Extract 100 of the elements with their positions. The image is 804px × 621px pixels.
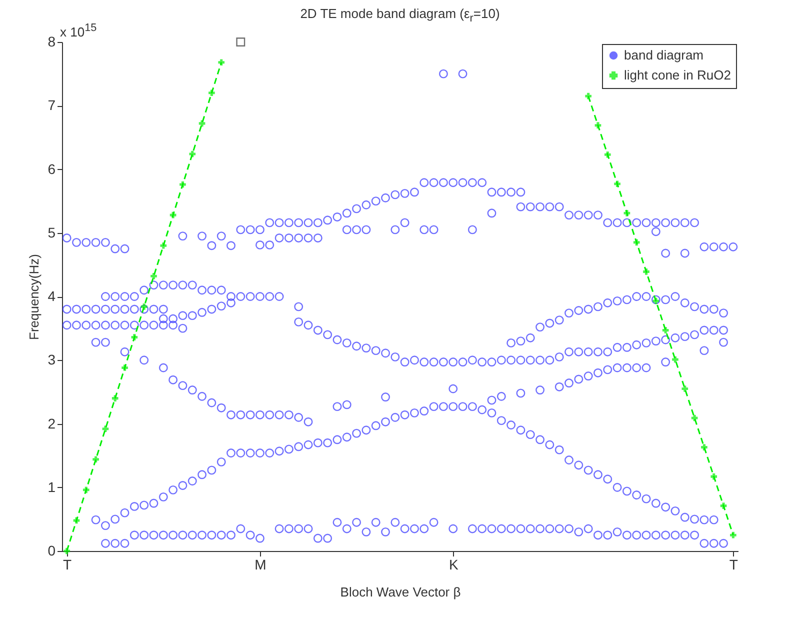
point (131, 334, 138, 340)
point (651, 295, 660, 304)
point (554, 382, 564, 392)
point (168, 375, 178, 384)
point (236, 38, 246, 46)
point (438, 69, 448, 78)
legend-label: light cone in RuO2 (624, 68, 731, 82)
y-tick-label: 8 (48, 34, 56, 50)
x-axis-title: Bloch Wave Vector β (340, 584, 461, 600)
point (691, 414, 698, 422)
point (180, 181, 186, 188)
point (178, 381, 188, 390)
chart-title: 2D TE mode band diagram (ε$_{r}$=10) (300, 6, 500, 25)
x-tick-label: T (63, 556, 72, 572)
point (150, 272, 157, 280)
point (536, 386, 544, 394)
point (188, 386, 197, 394)
point (545, 318, 554, 328)
point (642, 363, 651, 372)
point (294, 317, 304, 326)
point (682, 386, 688, 392)
point (207, 398, 216, 408)
point (226, 241, 236, 250)
point (140, 320, 149, 330)
point (226, 410, 236, 420)
point (661, 248, 670, 258)
point (700, 304, 709, 314)
point (216, 403, 226, 412)
point (110, 292, 120, 301)
point (226, 292, 236, 301)
point (218, 59, 225, 66)
point (178, 324, 188, 333)
point (516, 336, 526, 346)
point (149, 320, 158, 330)
point (198, 120, 206, 127)
y-tick-label: 6 (48, 160, 56, 177)
point (100, 338, 110, 347)
point (207, 286, 216, 295)
point (140, 286, 149, 295)
point (730, 532, 736, 538)
point (622, 363, 632, 372)
point (574, 306, 584, 315)
point (390, 225, 400, 234)
point (652, 298, 660, 304)
point (91, 320, 100, 330)
y-tick-label: 5 (48, 224, 56, 240)
point (632, 363, 642, 372)
point (661, 295, 670, 304)
point (719, 308, 728, 318)
point (100, 292, 110, 301)
point (158, 320, 168, 330)
point (342, 400, 352, 410)
point (429, 225, 438, 234)
point (274, 234, 284, 242)
point (719, 338, 728, 347)
point (594, 368, 602, 378)
point (304, 234, 313, 242)
point (168, 314, 178, 324)
point (342, 225, 352, 234)
point (64, 548, 70, 554)
point (158, 314, 168, 324)
point (564, 378, 574, 388)
point (603, 365, 612, 374)
point (72, 320, 81, 330)
point (642, 292, 651, 301)
point (584, 372, 593, 380)
point (170, 212, 176, 218)
point (612, 363, 622, 372)
point (265, 240, 274, 250)
point (709, 304, 718, 314)
point (536, 322, 544, 332)
x-tick-label: M (254, 556, 266, 572)
point (120, 347, 130, 356)
point (381, 392, 390, 402)
point (110, 320, 120, 330)
point (584, 304, 593, 314)
point (198, 286, 206, 295)
point (622, 295, 632, 304)
point (670, 292, 680, 301)
y-tick-label: 4 (48, 288, 56, 304)
point (265, 410, 274, 420)
point (140, 304, 148, 310)
point (710, 473, 718, 480)
point (594, 122, 602, 129)
point (82, 320, 91, 330)
point (594, 302, 602, 312)
point (458, 69, 468, 78)
point (122, 364, 128, 371)
point (516, 388, 526, 398)
point (526, 333, 535, 342)
point (168, 280, 178, 290)
y-axis-title: Frequency(Hz) (26, 254, 42, 340)
point (468, 225, 477, 234)
point (256, 240, 264, 250)
point (680, 298, 690, 308)
point (603, 298, 612, 308)
point (496, 392, 506, 401)
point (352, 225, 362, 234)
point (274, 410, 284, 420)
point (612, 296, 622, 306)
